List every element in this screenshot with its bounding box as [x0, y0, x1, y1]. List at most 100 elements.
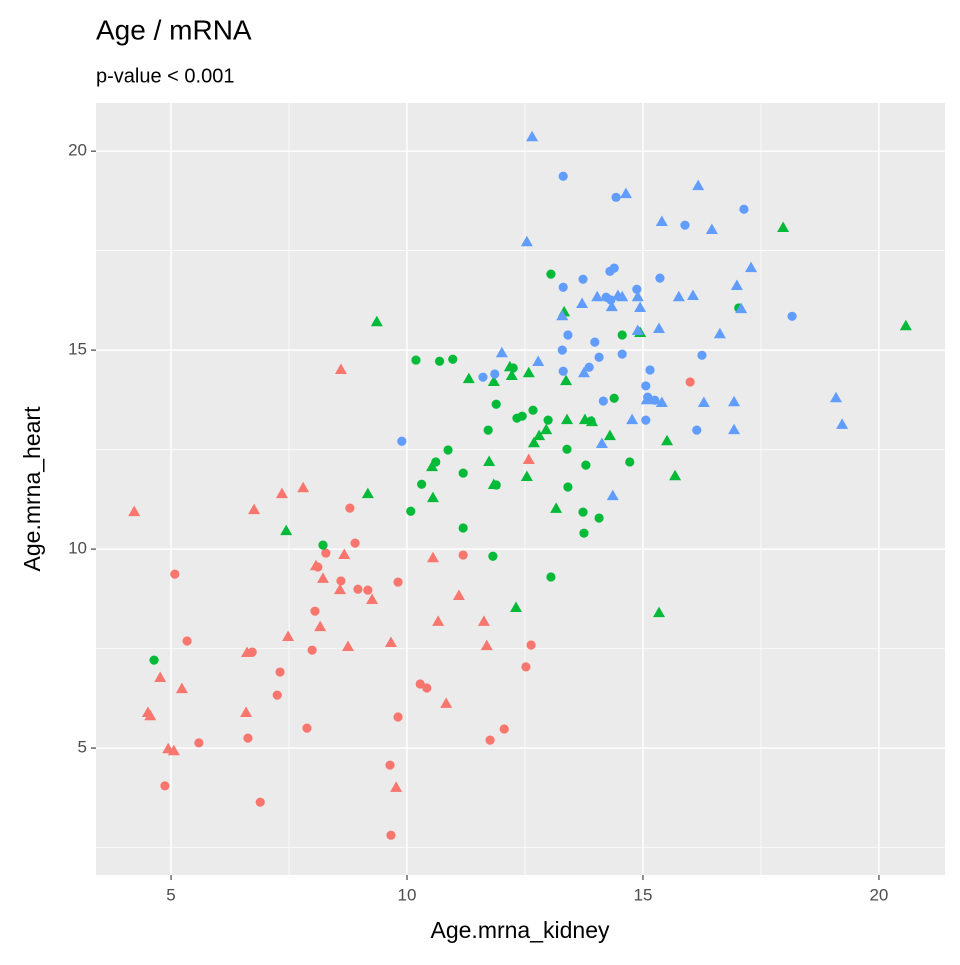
point — [645, 365, 655, 375]
point — [626, 413, 639, 425]
point — [478, 372, 488, 382]
point — [160, 781, 170, 791]
point — [560, 413, 573, 425]
y-tick-label: 5 — [78, 738, 87, 757]
point — [432, 615, 445, 626]
point — [579, 528, 589, 538]
point — [370, 315, 383, 327]
point — [584, 362, 594, 372]
point — [578, 413, 591, 425]
point — [655, 396, 668, 408]
point — [632, 284, 642, 294]
point — [243, 733, 253, 743]
point — [170, 569, 180, 579]
point — [728, 423, 741, 435]
point — [650, 395, 660, 405]
point — [730, 279, 743, 291]
point — [483, 455, 496, 466]
point — [520, 470, 533, 482]
point — [499, 724, 509, 734]
point — [558, 366, 568, 376]
point — [581, 460, 591, 470]
x-axis-title: Age.mrna_kidney — [431, 917, 610, 943]
point — [480, 639, 493, 651]
point — [333, 583, 346, 595]
point — [697, 350, 707, 360]
point — [477, 615, 490, 626]
point — [578, 274, 588, 284]
point — [411, 355, 421, 365]
point — [363, 585, 373, 595]
point — [619, 187, 632, 199]
point — [631, 290, 644, 302]
point — [458, 550, 468, 560]
point — [488, 551, 498, 561]
point — [415, 679, 425, 689]
point — [275, 667, 285, 677]
y-tick-label: 10 — [68, 539, 87, 558]
point — [578, 507, 588, 517]
point — [563, 330, 573, 340]
point — [314, 620, 327, 632]
point — [595, 437, 608, 449]
point — [297, 481, 310, 493]
point — [491, 399, 501, 409]
point — [175, 682, 188, 694]
point — [532, 355, 545, 367]
point — [735, 302, 748, 314]
point — [487, 478, 500, 490]
point — [625, 457, 635, 467]
point — [713, 327, 726, 339]
point — [558, 282, 568, 292]
point — [546, 269, 556, 279]
point — [585, 415, 598, 427]
point — [605, 300, 618, 312]
y-axis-title: Age.mrna_heart — [19, 406, 45, 572]
point — [240, 706, 253, 718]
plot-panel — [96, 103, 945, 875]
point — [560, 374, 573, 386]
point — [653, 606, 666, 618]
point — [609, 393, 619, 403]
point — [653, 322, 666, 334]
point — [641, 415, 651, 425]
point — [452, 589, 465, 601]
point — [577, 366, 590, 378]
chart-title: Age / mRNA — [96, 14, 252, 45]
point — [661, 434, 674, 446]
point — [558, 171, 568, 181]
point — [522, 366, 535, 378]
point — [598, 396, 608, 406]
point — [526, 130, 539, 142]
x-tick-label: 5 — [166, 885, 175, 904]
point — [745, 261, 758, 273]
point — [417, 479, 427, 489]
point — [443, 445, 453, 455]
point — [487, 375, 500, 386]
point — [182, 636, 192, 646]
point — [609, 263, 619, 273]
point — [350, 538, 360, 548]
point — [591, 290, 604, 302]
point — [282, 630, 295, 642]
point — [194, 738, 204, 748]
point — [485, 735, 495, 745]
point — [336, 576, 346, 586]
point — [692, 179, 705, 191]
point — [366, 593, 379, 605]
point — [462, 372, 475, 384]
point — [385, 760, 395, 770]
point — [594, 513, 604, 523]
point — [533, 429, 546, 441]
point — [393, 577, 403, 587]
point — [617, 330, 627, 340]
point — [321, 548, 331, 558]
point — [543, 415, 553, 425]
y-tick-label: 15 — [68, 340, 87, 359]
point — [526, 640, 536, 650]
point — [505, 369, 518, 380]
point — [520, 235, 533, 247]
point — [836, 418, 849, 429]
